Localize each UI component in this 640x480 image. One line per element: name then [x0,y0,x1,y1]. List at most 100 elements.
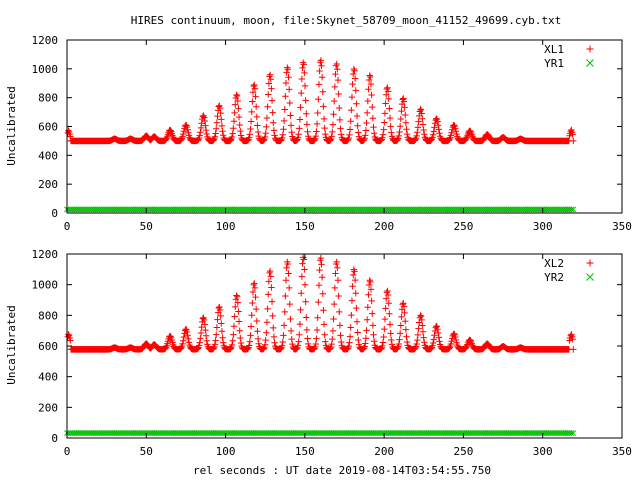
point-xl2 [196,339,203,346]
point-xl2 [567,332,574,339]
point-xl1 [388,129,395,136]
plot-frame [66,39,623,214]
point-xl1 [346,126,354,133]
x-axis-label: rel seconds : UT date 2019-08-14T03:54:5… [193,464,491,477]
point-xl1 [315,96,322,103]
point-xl2 [429,339,437,347]
point-xl2 [248,311,255,319]
point-xl1 [330,111,337,118]
point-xl1 [431,124,438,131]
point-xl2 [397,322,404,329]
point-xl2 [419,328,427,336]
point-xl1 [385,95,392,103]
y-tick-label: 200 [38,178,58,191]
point-xl2 [414,336,421,344]
point-xl1 [213,125,220,132]
point-xl2 [265,278,273,285]
point-xl2 [387,330,394,337]
point-xl2 [282,292,289,300]
x-tick-label: 250 [453,445,473,458]
point-xl2 [447,340,455,348]
point-xl1 [467,128,474,135]
point-xl2 [281,308,288,316]
point-xl2 [368,297,375,305]
point-xl2 [327,343,335,351]
point-xl1 [363,119,370,127]
point-xl1 [265,91,272,98]
point-xl1 [267,76,274,83]
point-xl2 [277,345,285,352]
point-xl2 [334,264,341,272]
point-xl2 [245,342,253,349]
point-xl2 [282,277,290,284]
legend-top: XL1 YR1 [544,43,594,70]
point-xl2 [255,340,262,347]
point-xl1 [365,76,373,84]
point-xl1 [301,69,308,77]
point-xl2 [183,328,191,336]
point-xl2 [249,288,257,296]
point-xl1 [180,128,188,135]
point-xl2 [217,312,224,320]
point-xl1 [320,115,328,123]
point-xl1 [237,132,245,139]
point-xl1 [570,137,577,145]
point-xl2 [250,281,257,289]
point-xl2 [280,332,287,339]
point-xl1 [303,110,310,117]
point-xl2 [315,298,322,306]
point-xl1 [370,123,377,131]
y-tick-label: 0 [51,207,58,220]
x-tick-label: 100 [216,220,236,233]
point-xl2 [271,339,278,346]
point-xl2 [197,329,205,337]
point-xl2 [367,278,374,286]
point-xl1 [287,112,294,119]
point-xl1 [384,88,392,95]
point-xl2 [330,315,337,323]
point-xl2 [230,323,238,330]
point-xl1 [218,122,226,130]
y-tick-label: 1000 [32,63,59,76]
point-xl1 [354,122,361,129]
point-xl2 [355,336,362,344]
point-xl2 [380,333,387,341]
point-xl2 [302,298,309,305]
point-xl1 [251,85,259,92]
point-xl2 [162,344,170,351]
point-xl2 [237,339,245,347]
point-yr1 [570,206,577,213]
point-xl1 [436,129,443,137]
point-xl1 [270,119,277,126]
point-xl1 [414,129,421,136]
point-xl2 [328,340,335,348]
x-tick-label: 50 [140,220,153,233]
legend-marker-xl2 [586,259,594,267]
point-xl2 [332,270,339,277]
point-xl1 [335,90,342,98]
point-xl1 [421,131,428,138]
point-xl1 [229,130,236,137]
point-xl1 [369,115,377,122]
point-xl2 [263,329,270,337]
point-xl2 [246,338,254,345]
point-xl2 [296,320,304,328]
point-xl2 [379,339,387,346]
point-xl2 [400,300,407,307]
point-xl2 [435,329,442,337]
point-xl2 [202,332,210,340]
point-xl1 [328,133,335,140]
point-xl2 [403,333,410,340]
point-xl1 [263,114,271,122]
point-xl1 [230,117,238,125]
point-xl2 [362,340,369,347]
point-xl2 [67,337,74,344]
point-xl2 [312,340,319,348]
point-xl2 [420,334,427,341]
point-xl1 [314,109,321,117]
point-xl2 [297,306,304,314]
y-tick-label: 800 [38,309,58,322]
point-xl1 [219,132,227,139]
x-tick-label: 250 [453,220,473,233]
x-tick-label: 200 [374,445,394,458]
